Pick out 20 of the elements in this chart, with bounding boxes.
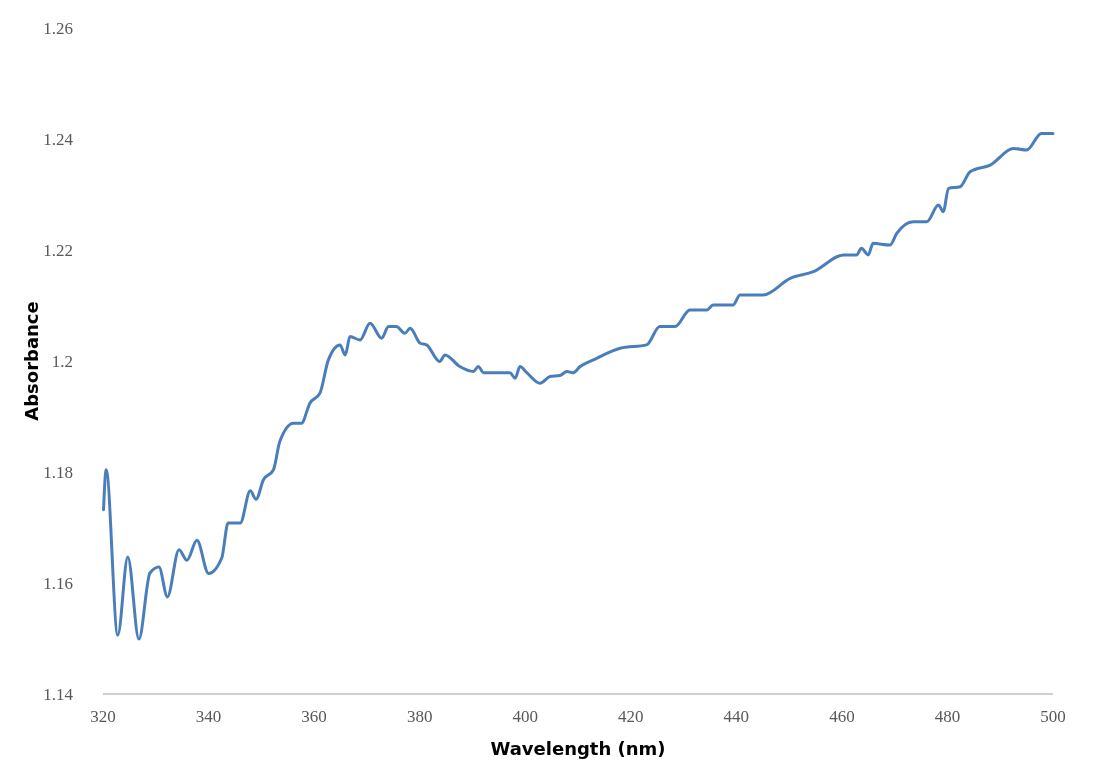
x-tick-label: 440 (723, 707, 750, 726)
y-tick-label: 1.2 (51, 351, 73, 371)
y-tick-label: 1.26 (43, 18, 73, 38)
x-tick-label: 420 (618, 707, 644, 726)
x-tick-label: 320 (90, 707, 116, 726)
line-series (102, 131, 1055, 641)
y-tick-label: 1.14 (43, 684, 74, 704)
x-tick-label: 460 (829, 707, 855, 726)
x-tick-label: 400 (512, 707, 538, 726)
y-tick-label: 1.22 (43, 240, 73, 260)
y-axis-title: Absorbance (21, 301, 42, 421)
x-tick-label: 480 (934, 707, 961, 726)
y-tick-label: 1.16 (43, 573, 73, 593)
y-tick-label: 1.24 (43, 129, 74, 149)
x-tick-label: 500 (1040, 707, 1066, 726)
x-tick-label: 340 (195, 707, 222, 726)
x-tick-label: 360 (301, 707, 327, 726)
x-tick-label: 380 (406, 707, 433, 726)
y-tick-label: 1.18 (43, 462, 73, 482)
x-axis-title: Wavelength (nm) (490, 738, 666, 759)
